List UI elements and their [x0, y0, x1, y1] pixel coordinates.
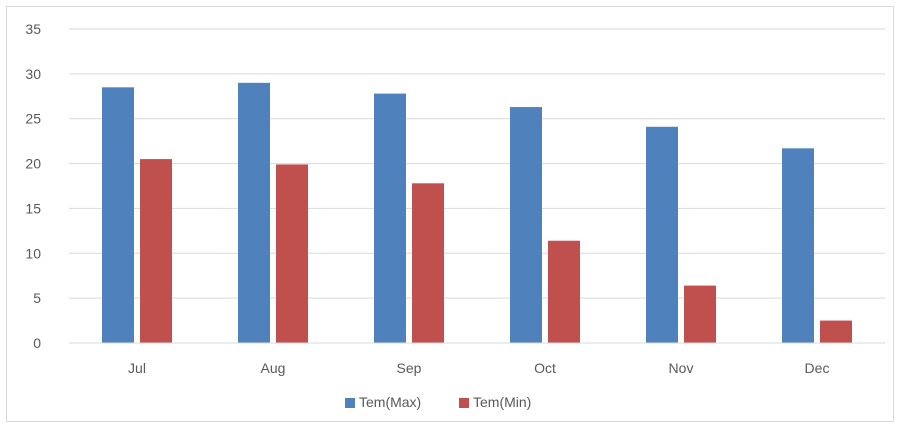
- bar-tem-max-aug: [238, 82, 270, 343]
- y-tick-label: 0: [33, 335, 41, 351]
- x-tick-label: Nov: [669, 360, 694, 376]
- bar-tem-max-oct: [510, 107, 542, 344]
- y-tick-label: 15: [25, 200, 41, 216]
- y-tick-label: 10: [25, 245, 41, 261]
- x-tick-label: Oct: [534, 360, 556, 376]
- bar-chart: 0 5 10 15 20 25 30 35 Jul Aug Sep Oct Nov Dec Tem(Ma…: [25, 21, 885, 410]
- y-tick-label: 35: [25, 21, 41, 37]
- bars: [102, 82, 852, 344]
- x-tick-label: Jul: [128, 360, 146, 376]
- bar-tem-min-dec: [820, 320, 852, 343]
- legend-swatch: [459, 398, 469, 408]
- legend-label: Tem(Max): [359, 394, 421, 410]
- bar-tem-min-nov: [684, 285, 716, 343]
- bar-tem-max-nov: [646, 126, 678, 343]
- bar-tem-max-dec: [782, 148, 814, 343]
- x-tick-label: Sep: [397, 360, 422, 376]
- x-tick-label: Dec: [805, 360, 830, 376]
- bar-tem-min-oct: [548, 240, 580, 343]
- bar-tem-max-sep: [374, 93, 406, 343]
- y-tick-label: 30: [25, 66, 41, 82]
- bar-tem-min-aug: [276, 164, 308, 343]
- legend-label: Tem(Min): [473, 394, 531, 410]
- bar-tem-min-sep: [412, 183, 444, 343]
- legend-swatch: [345, 398, 355, 408]
- bar-tem-min-jul: [140, 159, 172, 343]
- x-axis-tick-labels: Jul Aug Sep Oct Nov Dec: [128, 360, 829, 376]
- x-tick-label: Aug: [261, 360, 286, 376]
- y-tick-label: 25: [25, 111, 41, 127]
- y-tick-label: 5: [33, 290, 41, 306]
- y-axis-tick-labels: 0 5 10 15 20 25 30 35: [25, 21, 41, 351]
- legend: Tem(Max) Tem(Min): [345, 394, 531, 410]
- chart-frame: 0 5 10 15 20 25 30 35 Jul Aug Sep Oct Nov Dec Tem(Ma…: [6, 6, 894, 422]
- y-tick-label: 20: [25, 156, 41, 172]
- gridlines: [69, 28, 885, 299]
- bar-tem-max-jul: [102, 87, 134, 343]
